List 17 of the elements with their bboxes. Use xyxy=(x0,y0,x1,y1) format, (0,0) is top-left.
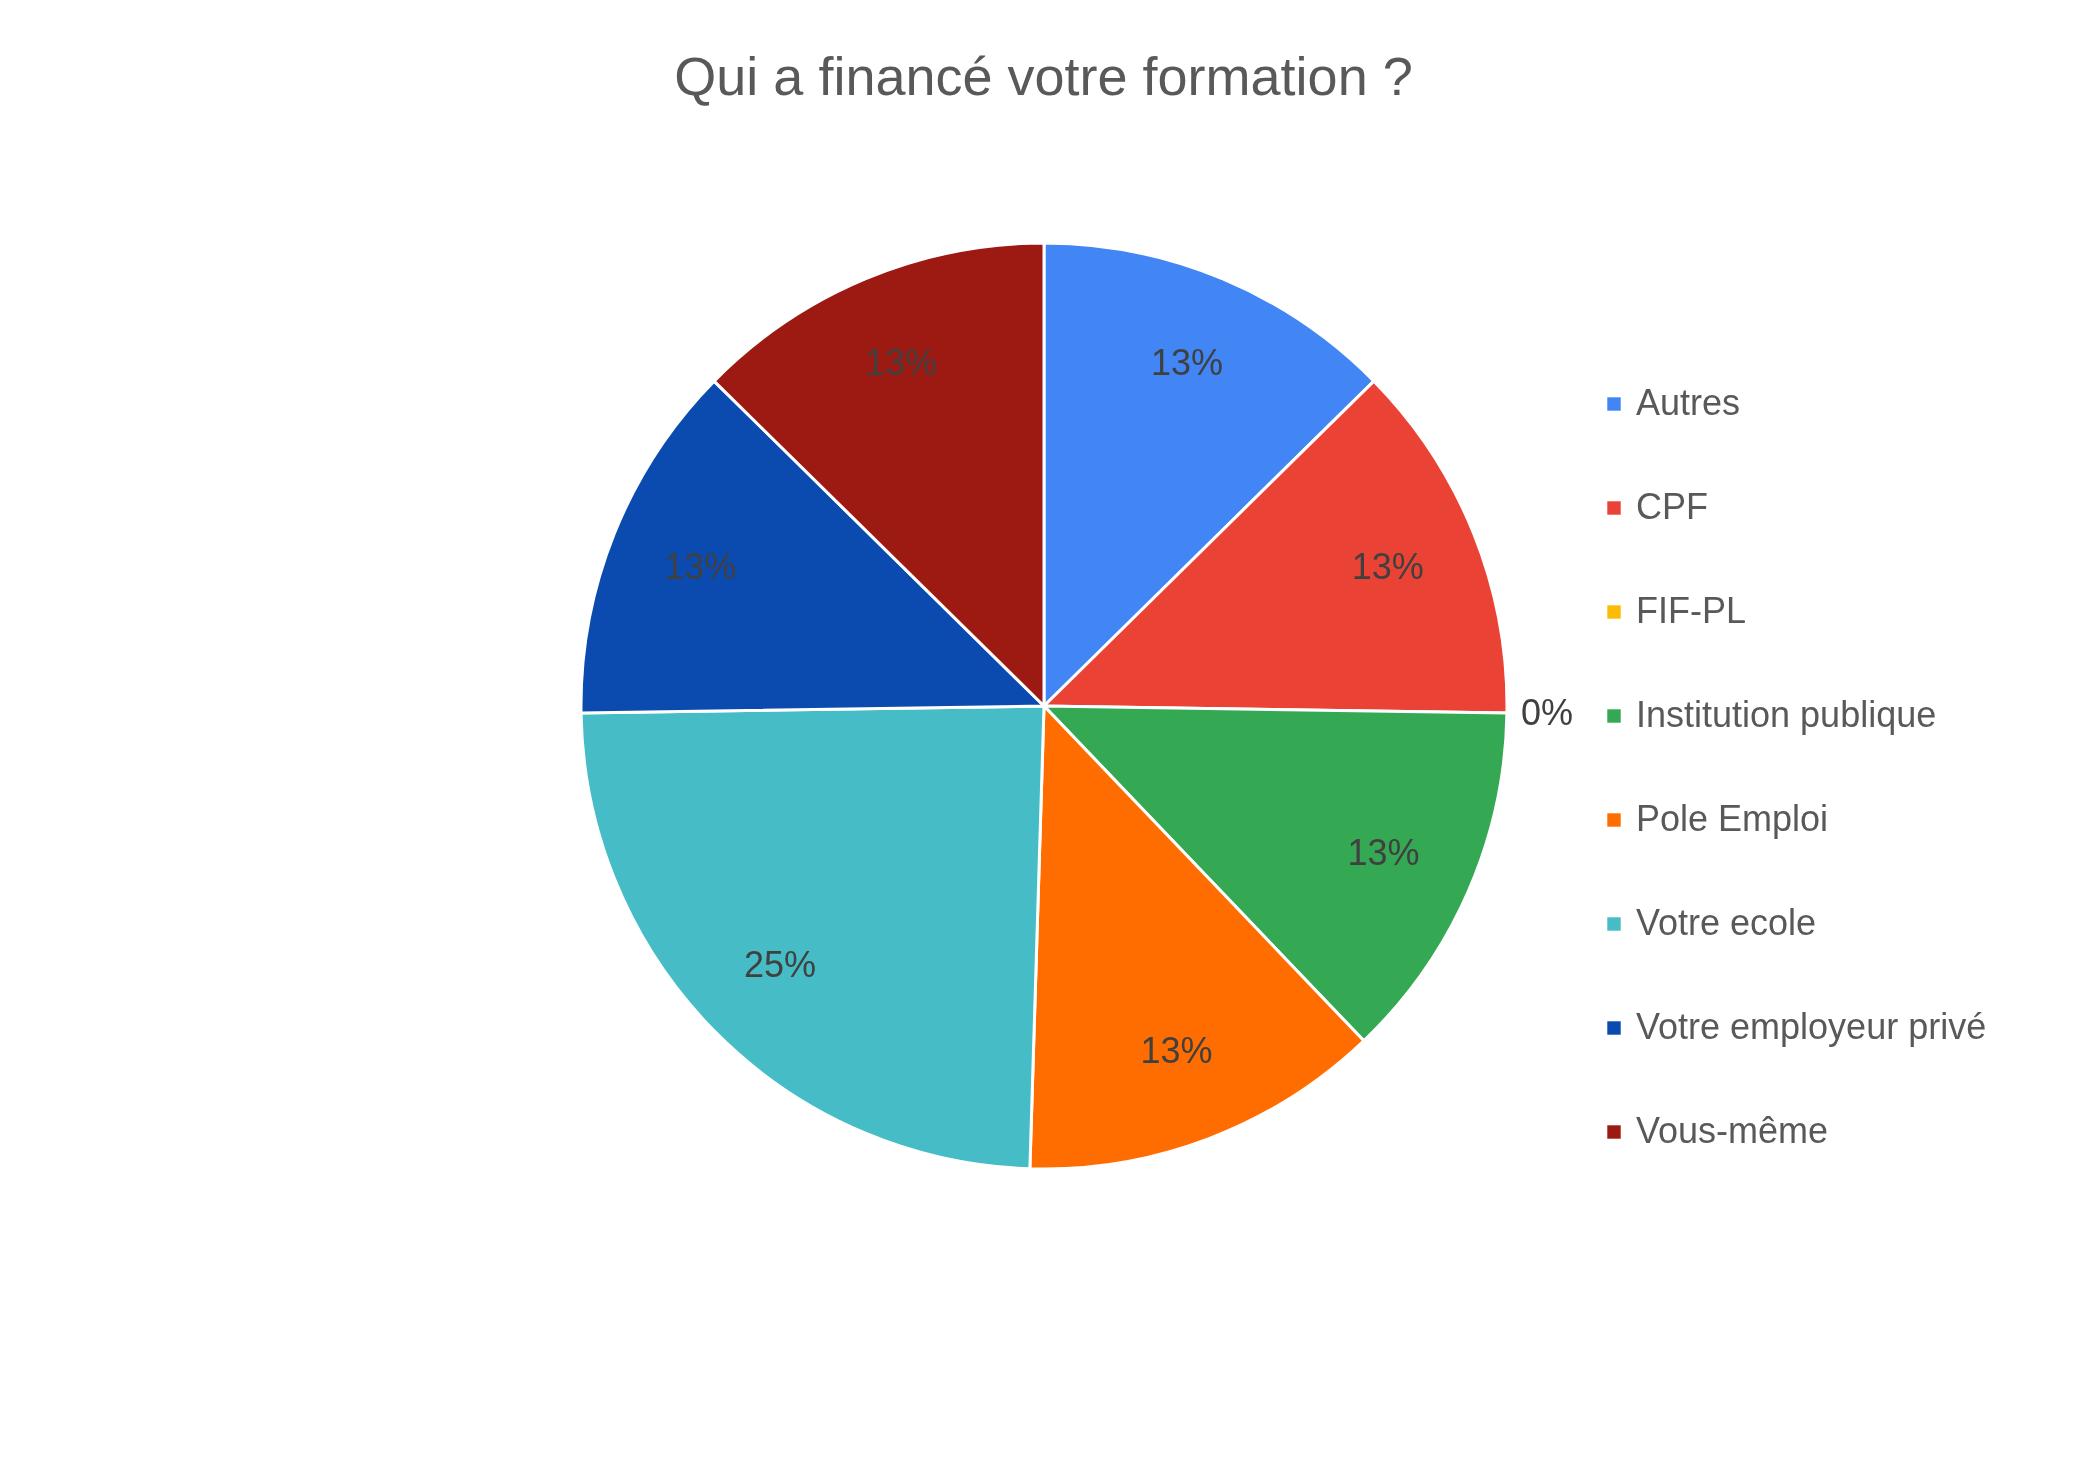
legend-label: Vous-même xyxy=(1636,1110,1829,1151)
data-label: 13% xyxy=(1347,832,1420,874)
data-label: 25% xyxy=(744,943,817,985)
data-label: 13% xyxy=(664,546,737,588)
legend-label: Votre employeur privé xyxy=(1636,1006,1987,1047)
legend-label: Votre ecole xyxy=(1636,902,1817,943)
legend-label: Pole Emploi xyxy=(1636,798,1829,839)
text: 0% xyxy=(1520,691,1573,733)
data-label: 13% xyxy=(1140,1029,1213,1071)
chart-title: Qui a financé votre formation ? xyxy=(674,46,1413,106)
data-label: 13% xyxy=(1351,546,1424,588)
legend-label: Institution publique xyxy=(1636,694,1937,735)
legend-label: FIF-PL xyxy=(1636,590,1747,631)
data-label: 13% xyxy=(1151,342,1224,384)
data-label: 13% xyxy=(864,342,937,384)
legend-label: CPF xyxy=(1636,486,1708,527)
legend-label: Autres xyxy=(1636,382,1741,423)
